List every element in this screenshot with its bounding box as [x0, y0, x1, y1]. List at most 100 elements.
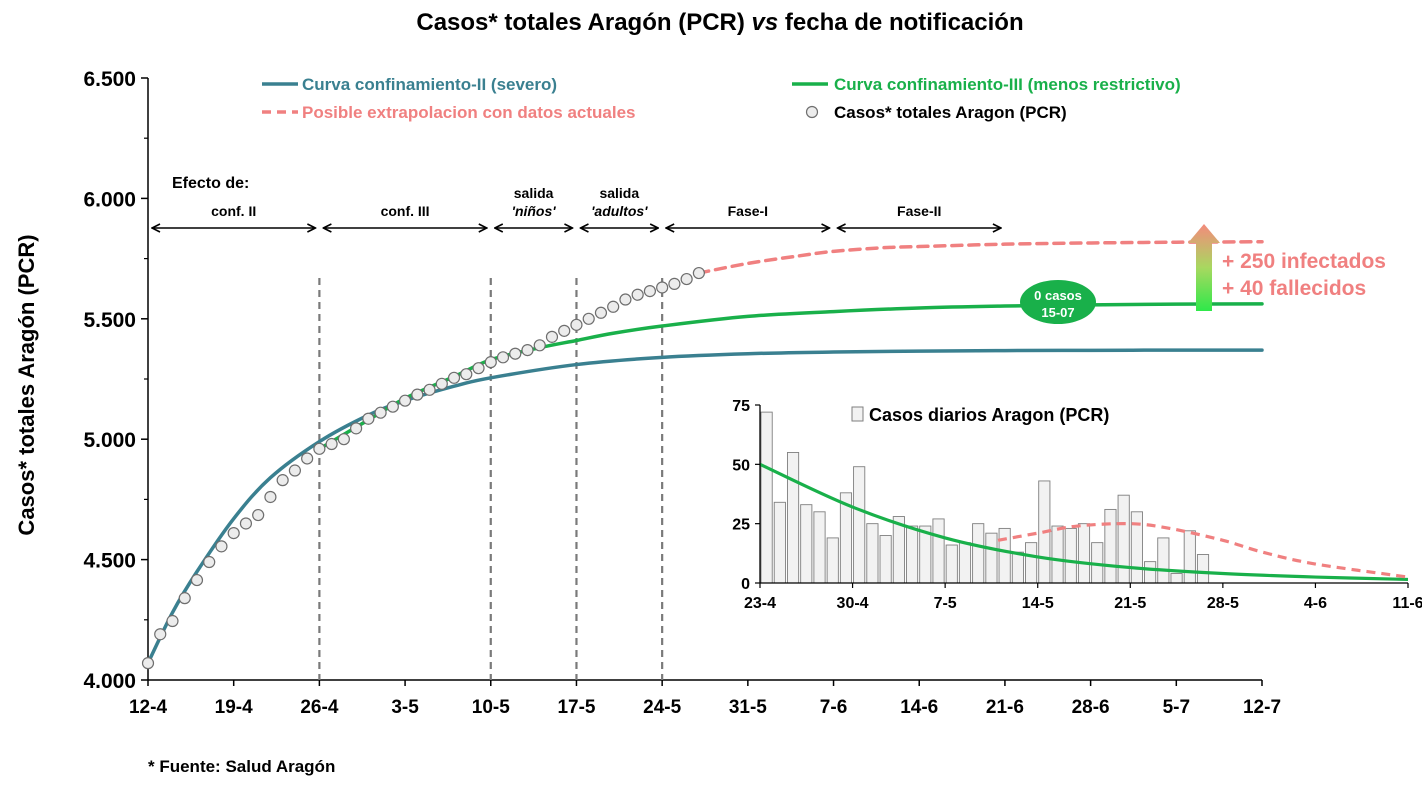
daily-bar: [853, 466, 866, 584]
x-tick-label: 26-4: [300, 697, 338, 718]
y-tick-label: 5.500: [83, 309, 136, 332]
legend-label: Posible extrapolacion con datos actuales: [302, 103, 636, 122]
data-point: [178, 592, 191, 605]
x-tick-label: 28-6: [1072, 697, 1110, 718]
legend: Curva confinamiento-II (severo) Posible e…: [262, 75, 1181, 122]
legend-label: Casos* totales Aragon (PCR): [834, 103, 1067, 122]
inset-x-tick-label: 7-5: [934, 595, 957, 612]
badge-line: 0 casos: [1034, 288, 1082, 303]
data-point: [460, 368, 473, 381]
daily-bar: [906, 525, 919, 584]
daily-bar: [945, 544, 958, 584]
data-point: [398, 394, 412, 407]
series-line-2: [697, 239, 1264, 275]
daily-bar: [1157, 537, 1170, 584]
inset-chart: 0 25 50 75 23-4 30-4 7-5 14-5 21-5 28-5 4-6 11-6 Cas…: [732, 398, 1422, 612]
x-tick-label: 14-6: [900, 697, 938, 718]
daily-bar: [1051, 525, 1064, 584]
daily-bar: [786, 452, 800, 584]
phase-annotations: Efecto de: conf. II conf. III salida 'niños'…: [152, 175, 1386, 324]
data-point: [252, 508, 265, 522]
data-point: [337, 433, 350, 446]
daily-bar: [1104, 508, 1117, 584]
daily-bar: [985, 532, 998, 584]
inset-trend-0: [759, 462, 1409, 582]
y-tick-label: 4.000: [83, 670, 136, 693]
daily-bar: [1011, 551, 1024, 584]
deaths-note: + 40 fallecidos: [1222, 277, 1366, 300]
daily-bar: [998, 527, 1011, 584]
daily-bar: [1144, 561, 1157, 584]
data-point: [435, 377, 448, 390]
daily-bar: [972, 523, 985, 584]
phase-label: Fase-I: [728, 203, 768, 219]
data-point: [411, 388, 424, 401]
x-tick-label: 17-5: [557, 697, 595, 718]
data-point: [533, 339, 546, 352]
data-point: [374, 406, 387, 419]
data-point: [509, 347, 522, 360]
effect-title: Efecto de:: [172, 175, 249, 192]
x-tick-label: 31-5: [729, 697, 767, 718]
data-point: [313, 442, 326, 455]
phase-label: 'adultos': [591, 203, 648, 219]
data-point: [619, 293, 632, 306]
daily-bar: [1077, 523, 1091, 584]
badge-line: 15-07: [1041, 305, 1074, 320]
daily-bar: [1183, 530, 1196, 584]
inset-legend-swatch: [851, 406, 864, 422]
daily-bar: [813, 511, 826, 584]
data-point: [190, 573, 204, 587]
data-point: [570, 318, 583, 331]
legend-label: Curva confinamiento-III (menos restricti…: [834, 75, 1181, 94]
legend-label: Curva confinamiento-II (severo): [302, 75, 557, 94]
source-note: * Fuente: Salud Aragón: [148, 757, 335, 776]
legend-marker: [805, 105, 819, 119]
y-tick-label: 6.000: [83, 188, 136, 211]
daily-bar: [800, 504, 813, 584]
daily-bar: [773, 501, 786, 584]
infected-note: + 250 infectados: [1222, 250, 1386, 273]
data-point: [643, 285, 657, 298]
inset-x-tick-label: 21-5: [1114, 595, 1146, 612]
daily-bar: [1196, 554, 1210, 584]
daily-bar: [1064, 527, 1077, 584]
data-point: [692, 266, 705, 280]
data-point: [362, 412, 375, 425]
phase-label: salida: [599, 185, 639, 201]
daily-bar: [1170, 573, 1183, 584]
x-tick-label: 5-7: [1163, 697, 1190, 718]
data-point: [215, 540, 228, 553]
data-point: [276, 474, 289, 487]
data-point: [447, 371, 461, 384]
chart-title: Casos* totales Aragón (PCR) vs fecha de …: [416, 9, 1023, 36]
data-point: [154, 628, 167, 641]
y-axis-label: Casos* totales Aragón (PCR): [14, 234, 39, 535]
x-tick-label: 21-6: [986, 697, 1024, 718]
inset-legend-label: Casos diarios Aragon (PCR): [869, 405, 1109, 425]
data-point: [582, 312, 595, 325]
inset-trend-1: [997, 521, 1409, 579]
x-tick-label: 7-6: [820, 697, 847, 718]
x-tick-label: 10-5: [472, 697, 510, 718]
data-point: [656, 281, 669, 294]
data-point: [203, 555, 216, 569]
data-point: [264, 490, 277, 504]
data-point: [631, 288, 644, 301]
zero-cases-badge: [1020, 280, 1096, 324]
data-point: [350, 422, 363, 435]
data-point: [325, 437, 338, 451]
data-point: [484, 356, 497, 369]
phase-label: conf. III: [381, 203, 430, 219]
increase-arrow: [1188, 224, 1220, 311]
data-point: [607, 300, 620, 313]
data-point: [472, 362, 485, 375]
daily-bar: [826, 537, 839, 584]
phase-label: 'niños': [512, 203, 557, 219]
daily-bar: [1025, 542, 1038, 584]
data-point: [496, 351, 510, 364]
data-point: [521, 344, 534, 357]
data-point: [227, 527, 240, 540]
